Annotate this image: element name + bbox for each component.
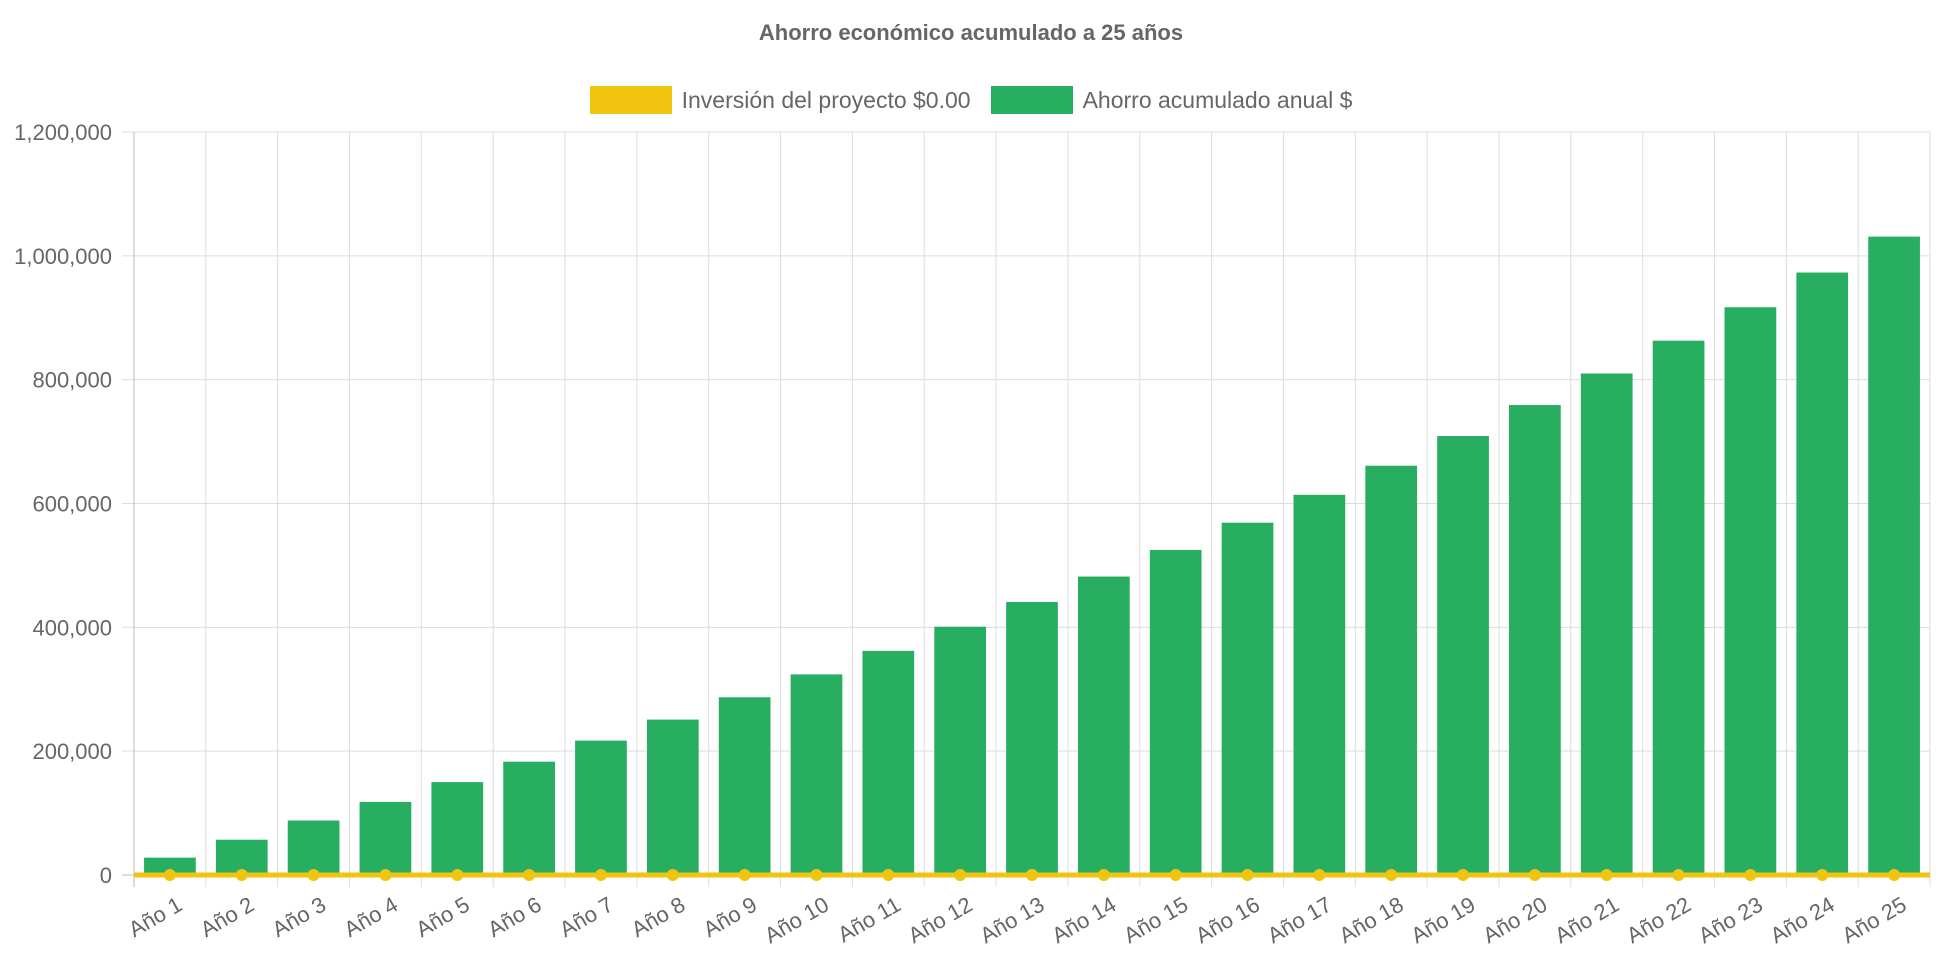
inversion-point-22[interactable] (1672, 869, 1685, 881)
legend-item-ahorro[interactable]: Ahorro acumulado anual $ (990, 86, 1353, 114)
bar-15[interactable] (1149, 549, 1202, 875)
x-tick-label: Año 24 (1766, 892, 1839, 949)
x-tick-label: Año 25 (1838, 892, 1911, 949)
inversion-point-2[interactable] (235, 869, 248, 881)
inversion-point-21[interactable] (1600, 869, 1613, 881)
inversion-point-6[interactable] (523, 869, 536, 881)
bar-11[interactable] (862, 650, 915, 875)
inversion-point-23[interactable] (1744, 869, 1757, 881)
x-tick-label: Año 12 (904, 892, 977, 949)
bar-24[interactable] (1796, 272, 1849, 875)
inversion-point-1[interactable] (163, 869, 176, 881)
y-tick-label: 0 (100, 863, 112, 888)
legend-label-inversion: Inversión del proyecto $0.00 (681, 86, 971, 113)
x-tick-label: Año 5 (411, 892, 473, 942)
y-tick-label: 800,000 (32, 368, 112, 393)
x-tick-label: Año 23 (1694, 892, 1767, 949)
legend-swatch-ahorro (990, 86, 1073, 114)
x-tick-label: Año 10 (760, 892, 833, 949)
inversion-point-24[interactable] (1816, 869, 1829, 881)
bar-21[interactable] (1580, 373, 1633, 875)
x-tick-label: Año 22 (1622, 892, 1695, 949)
bar-16[interactable] (1221, 522, 1274, 875)
x-tick-label: Año 3 (268, 892, 330, 942)
y-tick-label: 400,000 (32, 615, 112, 640)
x-tick-label: Año 2 (196, 892, 258, 942)
bar-23[interactable] (1724, 307, 1777, 876)
inversion-point-4[interactable] (379, 869, 392, 881)
inversion-point-11[interactable] (882, 869, 895, 881)
legend-item-inversion[interactable]: Inversión del proyecto $0.00 (589, 86, 971, 114)
bar-7[interactable] (575, 740, 627, 875)
inversion-point-20[interactable] (1528, 869, 1541, 881)
inversion-point-16[interactable] (1241, 869, 1254, 881)
x-tick-label: Año 15 (1119, 892, 1192, 949)
inversion-point-14[interactable] (1097, 869, 1110, 881)
legend-swatch-inversion (589, 86, 672, 114)
x-tick-label: Año 4 (340, 892, 402, 942)
legend: Inversión del proyecto $0.00 Ahorro acum… (0, 86, 1942, 114)
x-tick-label: Año 20 (1478, 892, 1551, 949)
inversion-point-15[interactable] (1169, 869, 1182, 881)
inversion-point-5[interactable] (451, 869, 464, 881)
inversion-point-25[interactable] (1888, 869, 1901, 881)
bar-1[interactable] (144, 857, 196, 875)
x-tick-label: Año 13 (976, 892, 1049, 949)
bar-17[interactable] (1293, 494, 1346, 875)
inversion-point-8[interactable] (666, 869, 679, 881)
bar-18[interactable] (1365, 465, 1418, 875)
bar-6[interactable] (503, 761, 555, 875)
chart-title: Ahorro económico acumulado a 25 años (758, 20, 1184, 45)
inversion-point-17[interactable] (1313, 869, 1326, 881)
x-tick-label: Año 9 (699, 892, 761, 942)
bar-25[interactable] (1868, 236, 1920, 875)
bar-13[interactable] (1006, 601, 1058, 875)
y-tick-label: 200,000 (32, 739, 112, 764)
bar-12[interactable] (934, 626, 987, 875)
bar-9[interactable] (718, 697, 771, 875)
x-tick-label: Año 11 (833, 892, 904, 948)
y-tick-label: 1,000,000 (14, 244, 112, 269)
x-tick-label: Año 14 (1047, 892, 1120, 949)
bar-10[interactable] (790, 674, 843, 875)
bar-8[interactable] (646, 719, 699, 875)
inversion-point-7[interactable] (594, 869, 607, 881)
inversion-point-3[interactable] (307, 869, 320, 881)
inversion-point-13[interactable] (1026, 869, 1038, 881)
x-tick-label: Año 18 (1335, 892, 1408, 949)
bar-3[interactable] (287, 820, 340, 875)
bar-5[interactable] (431, 782, 484, 875)
inversion-point-19[interactable] (1457, 869, 1470, 881)
inversion-point-18[interactable] (1385, 869, 1398, 881)
x-tick-label: Año 19 (1407, 892, 1480, 949)
y-tick-label: 600,000 (32, 492, 112, 517)
bar-19[interactable] (1437, 436, 1489, 875)
legend-label-ahorro: Ahorro acumulado anual $ (1082, 86, 1353, 113)
x-tick-label: Año 8 (627, 892, 689, 942)
x-tick-label: Año 16 (1191, 892, 1264, 949)
bar-4[interactable] (359, 801, 412, 875)
x-tick-label: Año 1 (124, 892, 186, 942)
inversion-point-12[interactable] (954, 869, 967, 881)
bar-20[interactable] (1509, 405, 1561, 875)
x-tick-label: Año 21 (1550, 892, 1623, 949)
x-tick-label: Año 6 (483, 892, 545, 942)
bar-14[interactable] (1077, 576, 1130, 875)
inversion-point-9[interactable] (738, 869, 751, 881)
x-tick-label: Año 7 (555, 892, 617, 942)
y-tick-label: 1,200,000 (14, 120, 112, 145)
bar-22[interactable] (1652, 340, 1705, 875)
x-tick-label: Año 17 (1263, 892, 1336, 949)
inversion-point-10[interactable] (810, 869, 823, 881)
